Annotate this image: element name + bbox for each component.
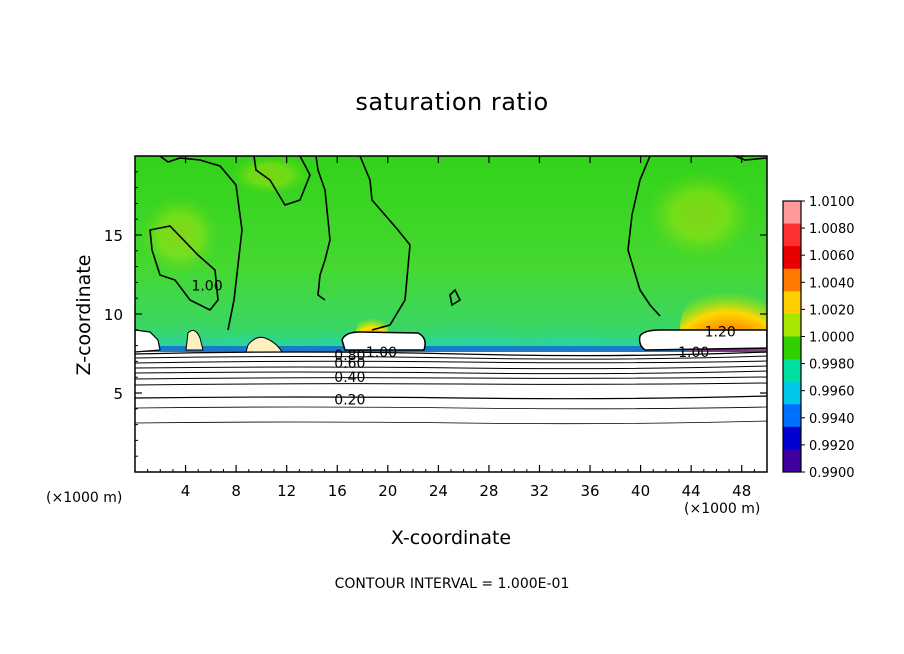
chart-title: saturation ratio	[355, 88, 549, 116]
x-tick-label: 12	[277, 482, 296, 500]
blue-band	[135, 346, 767, 354]
y-axis-tick-labels: 5 10 15	[104, 227, 123, 403]
x-tick-label: 28	[479, 482, 498, 500]
colorbar-segment	[783, 313, 801, 337]
colorbar-segment	[783, 381, 801, 405]
y-axis-ticks	[135, 171, 767, 457]
cloud-blob	[638, 329, 767, 351]
colorbar-label: 0.9920	[809, 439, 855, 454]
x-unit-left: (×1000 m)	[46, 490, 123, 506]
cloud-blob	[185, 329, 204, 351]
colorbar-label: 1.0000	[809, 331, 855, 346]
colorbar-segment	[783, 359, 801, 383]
x-tick-label: 48	[732, 482, 751, 500]
x-axis-label: X-coordinate	[390, 527, 512, 549]
contour-label: 0.20	[334, 392, 365, 408]
x-axis-ticks	[147, 156, 755, 472]
x-unit-right: (×1000 m)	[684, 501, 761, 517]
y-axis-label: Z-coordinate	[73, 254, 95, 376]
colorbar-label: 1.0060	[809, 249, 855, 264]
contour-lines-lower	[135, 351, 767, 425]
x-tick-label: 36	[580, 482, 599, 500]
cloud-blob	[245, 336, 283, 353]
x-axis-tick-labels: 4 8 12 16 20 24 28 32 36 40 44 48	[181, 482, 751, 500]
contour-labels: 1.001.201.001.000.800.600.400.20	[191, 279, 736, 409]
cloud-blob	[341, 331, 426, 351]
yellow-patch	[645, 170, 755, 260]
colorbar: 1.0100 1.0080 1.0060 1.0040 1.0020 1.0000 0.99…	[782, 195, 855, 481]
x-tick-label: 8	[231, 482, 241, 500]
colorbar-label: 1.0080	[809, 222, 855, 237]
colorbar-label: 1.0100	[809, 195, 855, 210]
contour-interval-note: CONTOUR INTERVAL = 1.000E-01	[334, 576, 570, 592]
cloud-blob	[135, 329, 161, 353]
x-tick-label: 20	[378, 482, 397, 500]
colorbar-label: 0.9940	[809, 412, 855, 427]
saturation-field	[135, 156, 767, 472]
contour-label: 0.40	[334, 370, 365, 386]
x-tick-label: 24	[429, 482, 448, 500]
colorbar-label: 0.9900	[809, 466, 855, 481]
colorbar-segment	[783, 426, 801, 450]
yellow-patch	[140, 195, 220, 275]
colorbar-segment	[783, 449, 801, 473]
colorbar-segment	[783, 201, 801, 225]
colorbar-segment	[783, 246, 801, 270]
colorbar-segment	[783, 291, 801, 315]
colorbar-segment	[783, 404, 801, 428]
contour-label: 1.20	[705, 324, 736, 340]
colorbar-segment	[783, 223, 801, 247]
colorbar-label: 1.0040	[809, 276, 855, 291]
x-tick-label: 40	[631, 482, 650, 500]
lower-region	[135, 352, 767, 472]
y-tick-label: 5	[113, 385, 123, 403]
x-tick-label: 44	[682, 482, 701, 500]
x-tick-label: 4	[181, 482, 191, 500]
yellow-patch	[230, 156, 310, 195]
colorbar-label: 1.0020	[809, 303, 855, 318]
contour-label: 0.60	[334, 356, 365, 372]
x-tick-label: 16	[328, 482, 347, 500]
colorbar-label: 0.9960	[809, 385, 855, 400]
x-tick-label: 32	[530, 482, 549, 500]
contour-label: 1.00	[678, 345, 709, 361]
colorbar-segment	[783, 336, 801, 360]
colorbar-label: 0.9980	[809, 358, 855, 373]
colorbar-segment	[783, 268, 801, 292]
contour-label: 1.00	[366, 345, 397, 361]
contour-label: 0.80	[334, 348, 365, 364]
contour-label: 1.00	[191, 279, 222, 295]
y-tick-label: 10	[104, 306, 123, 324]
y-tick-label: 15	[104, 227, 123, 245]
contour-lines-upper	[149, 156, 767, 331]
